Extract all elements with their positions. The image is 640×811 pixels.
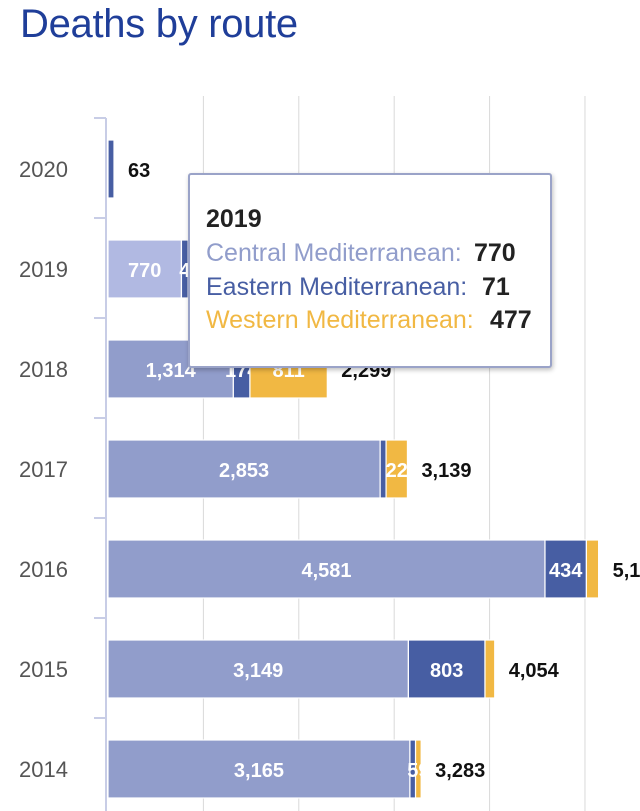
- bar-segment: [385, 439, 409, 499]
- total-label: 3,283: [435, 760, 485, 782]
- year-label: 2015: [19, 657, 68, 682]
- year-label: 2017: [19, 457, 68, 482]
- segment-label: 2,853: [219, 460, 269, 482]
- segment-label: 803: [430, 660, 463, 682]
- year-label: 2019: [19, 257, 68, 282]
- hover-tooltip: 2019 Central Mediterranean: 770 Eastern M…: [188, 173, 552, 368]
- tooltip-label-eastern: Eastern Mediterranean:: [206, 273, 468, 301]
- segment-label: 4,581: [301, 560, 351, 582]
- tooltip-row-central: Central Mediterranean: 770: [206, 239, 516, 268]
- bar-segment: [544, 539, 588, 599]
- segment-label: 770: [128, 260, 161, 282]
- segment-label: 1,314: [146, 360, 197, 382]
- total-label: 4,054: [509, 660, 560, 682]
- tooltip-row-eastern: Eastern Mediterranean: 71: [206, 273, 510, 302]
- bar-segment: [407, 639, 486, 699]
- segment-label: 3,149: [233, 660, 283, 682]
- segment-label: 59: [407, 760, 429, 782]
- bar-segment: [107, 739, 411, 799]
- tooltip-value-central: 770: [474, 239, 516, 267]
- tooltip-title: 2019: [206, 205, 262, 233]
- segment-label: 3,165: [234, 760, 284, 782]
- total-label: 3,139: [421, 460, 471, 482]
- tooltip-value-eastern: 71: [482, 273, 510, 301]
- bar-segment: [585, 539, 600, 599]
- total-label: 5,143: [613, 560, 640, 582]
- bar-segment: [107, 239, 183, 299]
- tooltip-value-western: 477: [490, 306, 532, 334]
- bar-segment: [107, 539, 546, 599]
- year-label: 2020: [19, 157, 68, 182]
- segment-label: 434: [549, 560, 583, 582]
- bar-segment: [414, 739, 422, 799]
- year-label: 2018: [19, 357, 68, 382]
- segment-label: 22: [386, 460, 408, 482]
- tooltip-row-western: Western Mediterranean: 477: [206, 306, 532, 335]
- chart-title: Deaths by route: [20, 2, 298, 46]
- tooltip-label-western: Western Mediterranean:: [206, 306, 474, 334]
- bar-segment: [107, 139, 115, 199]
- year-label: 2014: [19, 757, 68, 782]
- tooltip-label-central: Central Mediterranean:: [206, 239, 462, 267]
- bar-segment: [484, 639, 496, 699]
- bar-segment: [107, 639, 409, 699]
- year-label: 2016: [19, 557, 68, 582]
- total-label: 63: [128, 160, 150, 182]
